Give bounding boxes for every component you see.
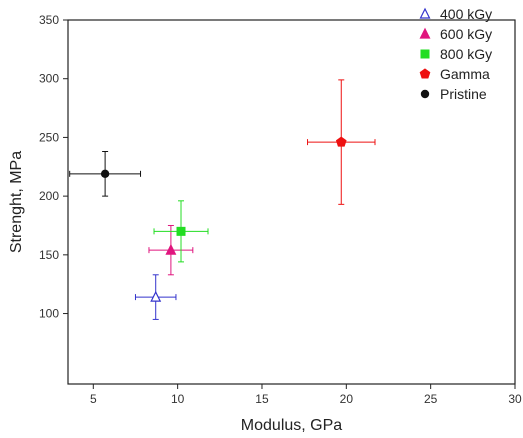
x-tick-label: 20	[340, 392, 354, 406]
data-point	[150, 290, 162, 302]
x-tick-label: 30	[508, 392, 522, 406]
plot-area	[69, 79, 376, 320]
y-tick-label: 350	[39, 13, 59, 27]
y-tick-label: 300	[39, 72, 59, 86]
y-tick-label: 100	[39, 307, 59, 321]
legend-label: 600 kGy	[440, 26, 492, 42]
legend-marker	[420, 89, 430, 99]
legend-label: Pristine	[440, 86, 487, 102]
y-tick-label: 200	[39, 189, 59, 203]
legend-item: 600 kGy	[419, 26, 492, 42]
legend-marker	[419, 68, 431, 79]
x-axis-title: Modulus, GPa	[241, 417, 342, 434]
legend-item: 800 kGy	[420, 46, 492, 62]
legend-marker	[419, 27, 431, 39]
legend: 400 kGy 600 kGy 800 kGy Gamma Pristine	[419, 6, 492, 102]
y-axis-title: Strenght, MPa	[8, 151, 25, 253]
legend-marker	[420, 49, 430, 59]
legend-label: 400 kGy	[440, 6, 492, 22]
legend-item: Pristine	[420, 86, 487, 102]
data-point	[176, 226, 186, 236]
legend-item: Gamma	[419, 66, 490, 82]
data-point	[100, 169, 110, 179]
data-point-group	[134, 274, 177, 320]
data-point	[335, 136, 347, 147]
y-tick-label: 250	[39, 130, 59, 144]
x-tick-label: 25	[424, 392, 438, 406]
x-tick-label: 5	[90, 392, 97, 406]
data-point-group	[148, 224, 194, 276]
axes: 5 10 15 20 25 30 100 150 200 250 300 350	[39, 13, 522, 406]
legend-label: 800 kGy	[440, 46, 492, 62]
legend-marker	[419, 7, 431, 19]
data-point	[165, 243, 177, 255]
y-tick-label: 150	[39, 248, 59, 262]
x-tick-label: 15	[255, 392, 269, 406]
data-point-group	[69, 151, 142, 197]
data-point-group	[307, 79, 376, 205]
data-point-group	[153, 200, 209, 263]
legend-item: 400 kGy	[419, 6, 492, 22]
x-tick-label: 10	[171, 392, 185, 406]
legend-label: Gamma	[440, 66, 490, 82]
plot-frame	[67, 19, 516, 385]
